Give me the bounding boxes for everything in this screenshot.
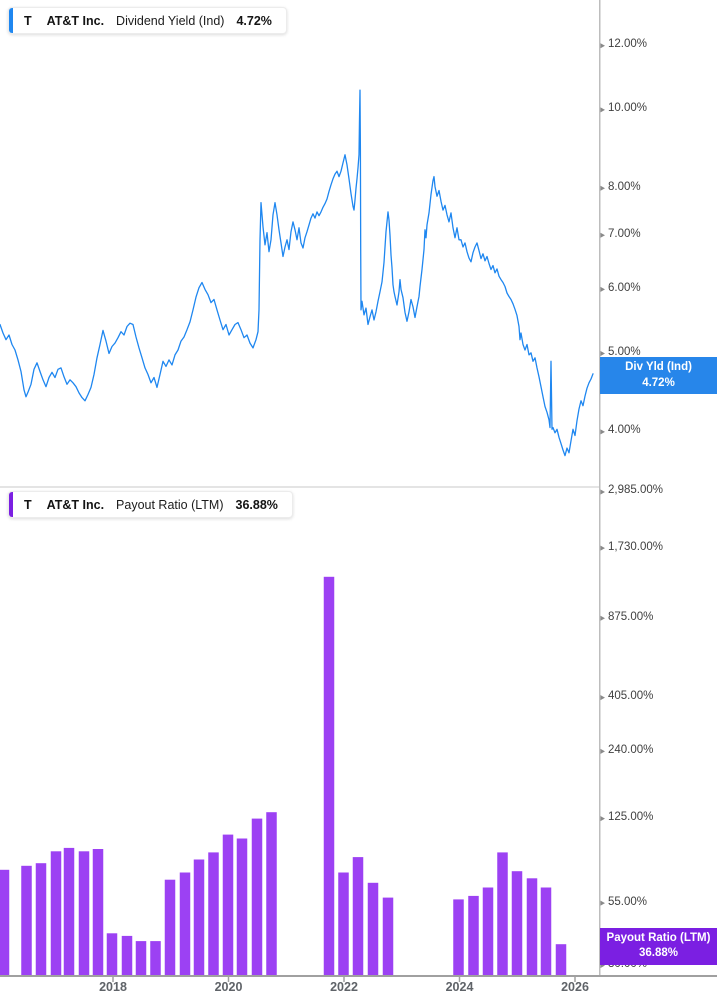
axis-tick-arrow bbox=[600, 695, 605, 701]
payout-ratio-bars bbox=[0, 576, 567, 975]
payout-bar bbox=[453, 899, 464, 975]
payout-bar bbox=[208, 852, 219, 975]
payout-bar bbox=[555, 944, 567, 975]
y-axis-label: 125.00% bbox=[608, 811, 654, 824]
axis-tick-arrow bbox=[600, 232, 605, 238]
y-axis-label: 875.00% bbox=[608, 610, 654, 623]
x-axis-year-label: 2024 bbox=[445, 980, 474, 994]
legend-accent-blue bbox=[9, 8, 13, 33]
axis-tick-arrow bbox=[600, 429, 605, 435]
metric-name: Dividend Yield (Ind) bbox=[116, 13, 225, 28]
payout-bar bbox=[382, 897, 394, 975]
axis-tick-arrow bbox=[600, 489, 605, 495]
payout-bar bbox=[193, 859, 205, 975]
company-name: AT&T Inc. bbox=[46, 13, 105, 28]
x-axis-year-label: 2022 bbox=[330, 980, 358, 994]
axis-tick-arrow bbox=[600, 900, 605, 906]
payout-bar bbox=[367, 882, 379, 975]
metric-value: 36.88% bbox=[235, 497, 278, 512]
payout-bar bbox=[21, 865, 32, 975]
y-axis-label: 10.00% bbox=[608, 102, 648, 115]
axis-tick-arrow bbox=[600, 615, 605, 621]
payout-bar bbox=[526, 878, 538, 975]
payout-bar bbox=[497, 852, 508, 975]
payout-bar bbox=[179, 872, 191, 975]
y-axis-label: 240.00% bbox=[608, 743, 654, 756]
badge-value: 4.72% bbox=[642, 376, 675, 389]
y-axis-label: 55.00% bbox=[608, 895, 648, 908]
y-axis-label: 7.00% bbox=[608, 227, 641, 240]
y-axis-label: 12.00% bbox=[608, 38, 648, 51]
badge-label: Div Yld (Ind) bbox=[625, 361, 692, 374]
badge-value: 36.88% bbox=[638, 947, 678, 960]
payout-bar bbox=[323, 576, 335, 975]
metric-value: 4.72% bbox=[236, 13, 272, 28]
y-axis-label: 6.00% bbox=[608, 281, 641, 294]
ticker-symbol: T bbox=[24, 13, 32, 28]
payout-bar bbox=[0, 869, 10, 975]
legend-accent-purple bbox=[9, 492, 13, 517]
axis-tick-arrow bbox=[600, 748, 605, 754]
payout-bar bbox=[35, 863, 47, 975]
dividend-yield-line bbox=[0, 89, 594, 457]
axis-tick-arrow bbox=[600, 43, 605, 49]
y-axis-label: 1,730.00% bbox=[608, 540, 663, 553]
payout-bar bbox=[511, 871, 523, 975]
payout-bar bbox=[106, 933, 118, 975]
payout-bar bbox=[482, 887, 494, 975]
x-axis-year-label: 2020 bbox=[214, 980, 243, 994]
payout-bar bbox=[92, 849, 104, 975]
axis-tick-arrow bbox=[600, 545, 605, 551]
axis-tick-arrow bbox=[600, 286, 605, 292]
payout-bar bbox=[468, 895, 479, 975]
y-axis-label: 4.00% bbox=[608, 424, 641, 437]
ticker-symbol: T bbox=[24, 497, 32, 512]
y-axis-label: 8.00% bbox=[608, 180, 641, 193]
axis-tick-arrow bbox=[600, 185, 605, 191]
payout-bar bbox=[164, 879, 176, 975]
legend-dividend-yield[interactable]: T AT&T Inc. Dividend Yield (Ind) 4.72% bbox=[8, 7, 287, 34]
last-value-badge-payout-ratio: Payout Ratio (LTM) 36.88% bbox=[600, 927, 717, 965]
last-value-badge-dividend-yield: Div Yld (Ind) 4.72% bbox=[600, 357, 717, 395]
payout-bar bbox=[78, 851, 90, 975]
payout-bar bbox=[236, 838, 248, 975]
legend-payout-ratio[interactable]: T AT&T Inc. Payout Ratio (LTM) 36.88% bbox=[8, 491, 293, 518]
y-axis-label: 5.00% bbox=[608, 346, 641, 358]
payout-bar bbox=[135, 941, 147, 975]
payout-bar bbox=[150, 941, 161, 975]
y-axis-label: 405.00% bbox=[608, 690, 654, 703]
payout-bar bbox=[50, 851, 62, 975]
payout-bar bbox=[251, 818, 263, 975]
axis-tick-arrow bbox=[600, 351, 605, 356]
y-axis-label: 2,985.00% bbox=[608, 484, 663, 497]
payout-bar bbox=[222, 834, 234, 975]
axis-tick-arrow bbox=[600, 107, 605, 113]
company-name: AT&T Inc. bbox=[46, 497, 105, 512]
x-axis-year-label: 2018 bbox=[99, 980, 127, 994]
metric-name: Payout Ratio (LTM) bbox=[116, 497, 224, 512]
x-axis-year-label: 2026 bbox=[561, 980, 589, 994]
payout-bar bbox=[266, 812, 277, 975]
axis-tick-arrow bbox=[600, 816, 605, 822]
badge-label: Payout Ratio (LTM) bbox=[606, 931, 711, 944]
payout-bar bbox=[121, 935, 133, 975]
payout-bar bbox=[540, 887, 552, 975]
payout-bar bbox=[63, 847, 75, 975]
payout-bar bbox=[338, 872, 349, 975]
payout-bar bbox=[352, 857, 364, 975]
